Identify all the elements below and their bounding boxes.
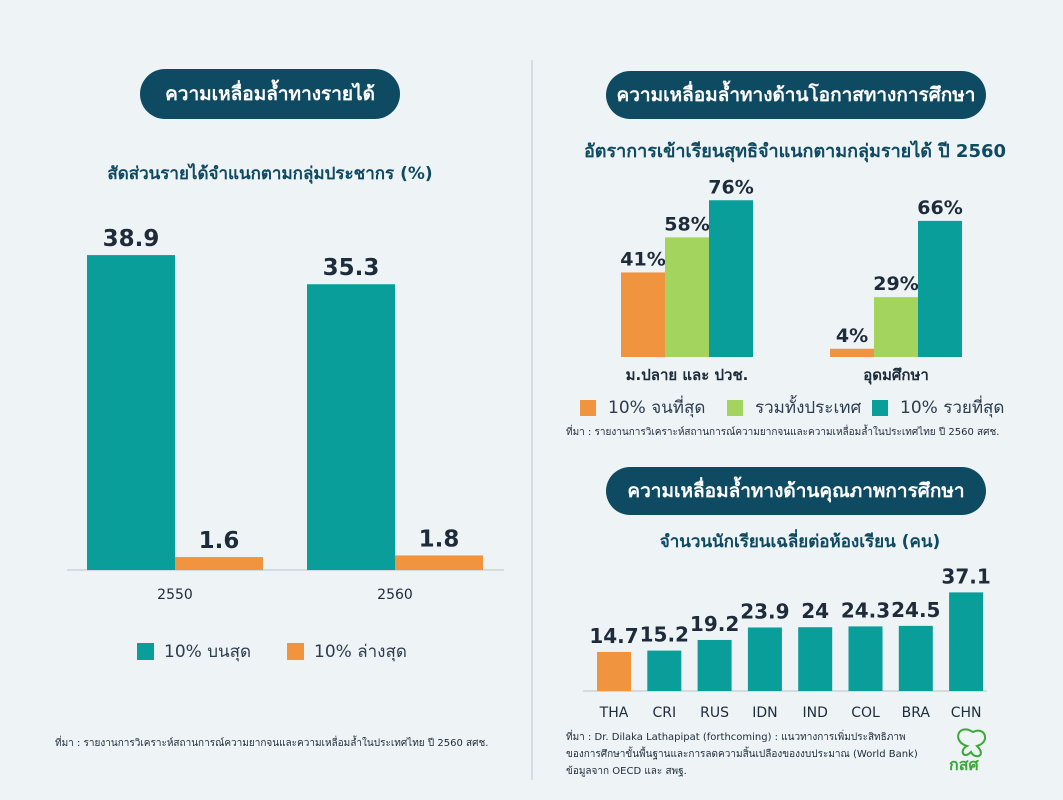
bar-COL — [848, 626, 883, 691]
bar-2560-s1 — [395, 555, 483, 570]
bar-1-s0 — [830, 348, 874, 357]
bar-label-1-s2: 66% — [917, 197, 962, 219]
legend-swatch-orange — [580, 399, 596, 416]
bar-THA — [597, 651, 631, 691]
x-tick-label-IND: IND — [803, 705, 828, 721]
bar-label-2560-s0: 35.3 — [323, 255, 380, 281]
legend-top-10: 10% บนสุด — [137, 638, 251, 665]
enrollment-chart: 41% 58% 76% ม.ปลาย และ ปวช. 4% 29% 66% อุดมศึกษ… — [620, 176, 962, 385]
class-size-source-note: ที่มา : Dr. Dilaka Lathapipat (forthcomi… — [566, 729, 918, 780]
bar-0-s0 — [621, 272, 665, 357]
x-tick-label-RUS: RUS — [700, 705, 729, 721]
bar-RUS — [697, 639, 732, 691]
income-source-note: ที่มา : รายงานการวิเคราะห์สถานการณ์ความย… — [55, 738, 489, 749]
bar-label-IND: 24 — [801, 599, 829, 623]
legend-richest-10: 10% รวยที่สุด — [872, 394, 1004, 421]
bar-IND — [798, 627, 833, 691]
bar-label-RUS: 19.2 — [690, 612, 739, 636]
legend-swatch-green — [727, 399, 743, 416]
x-tick-label-1: อุดมศึกษา — [863, 366, 929, 385]
bar-CHN — [949, 592, 984, 691]
legend-swatch-teal — [137, 643, 154, 660]
bar-label-IDN: 23.9 — [740, 599, 789, 623]
x-tick-label-THA: THA — [599, 705, 629, 721]
education-opportunity-heading: ความเหลื่อมล้ำทางด้านโอกาสทางการศึกษา — [606, 71, 986, 119]
bar-IDN — [747, 627, 782, 691]
bar-label-CRI: 15.2 — [640, 623, 689, 647]
legend-bottom-10: 10% ล่างสุด — [287, 638, 407, 665]
legend-poorest-10: 10% จนที่สุด — [580, 394, 705, 421]
bar-CRI — [647, 650, 682, 691]
bar-1-s1 — [874, 297, 918, 357]
x-tick-label-CHN: CHN — [951, 705, 982, 721]
bar-label-0-s1: 58% — [664, 213, 709, 235]
legend-label-richest-10: 10% รวยที่สุด — [900, 398, 1005, 418]
x-tick-label-2550: 2550 — [157, 587, 193, 603]
butterfly-logo-icon: กสศ — [949, 728, 987, 774]
x-tick-label-CRI: CRI — [652, 705, 676, 721]
bar-0-s2 — [709, 200, 753, 357]
class-size-chart: 14.7 THA 15.2 CRI 19.2 RUS 23.9 IDN 24 IND 24.3 COL… — [583, 564, 991, 721]
bar-label-1-s1: 29% — [873, 273, 918, 295]
bar-2560-s0 — [307, 284, 395, 570]
bar-2550-s1 — [175, 557, 263, 570]
education-quality-heading: ความเหลื่อมล้ำทางด้านคุณภาพการศึกษา — [606, 467, 986, 515]
legend-label-poorest-10: 10% จนที่สุด — [608, 398, 706, 418]
bar-label-COL: 24.3 — [841, 598, 890, 622]
legend-label-bottom-10: 10% ล่างสุด — [314, 642, 407, 662]
income-share-subtitle: สัดส่วนรายได้จำแนกตามกลุ่มประชากร (%) — [107, 164, 433, 184]
x-tick-label-0: ม.ปลาย และ ปวช. — [626, 366, 749, 384]
bar-label-2550-s1: 1.6 — [199, 528, 240, 554]
class-size-subtitle: จำนวนนักเรียนเฉลี่ยต่อห้องเรียน (คน) — [659, 532, 941, 552]
bar-label-CHN: 37.1 — [941, 564, 990, 588]
bar-BRA — [898, 625, 933, 691]
x-tick-label-COL: COL — [851, 705, 880, 721]
enrollment-source-note: ที่มา : รายงานการวิเคราะห์สถานการณ์ความย… — [566, 427, 1000, 438]
bar-label-2560-s1: 1.8 — [419, 526, 460, 552]
legend-national: รวมทั้งประเทศ — [727, 394, 861, 421]
legend-swatch-teal — [872, 399, 888, 416]
bar-2550-s0 — [87, 255, 175, 570]
bar-0-s1 — [665, 237, 709, 357]
bar-1-s2 — [918, 220, 962, 357]
source-line-2: ของการศึกษาขั้นพื้นฐานและการลดความสิ้นเป… — [566, 749, 918, 760]
enrollment-subtitle: อัตราการเข้าเรียนสุทธิจำแนกตามกลุ่มรายได… — [583, 141, 1007, 162]
x-tick-label-2560: 2560 — [377, 587, 413, 603]
income-share-chart: 38.9 1.6 2550 35.3 1.8 2560 — [67, 226, 504, 603]
bar-label-1-s0: 4% — [836, 325, 868, 347]
panel-divider — [531, 60, 533, 780]
logo-wordmark: กสศ — [949, 755, 979, 774]
source-line-3: ข้อมูลจาก OECD และ สพฐ. — [566, 766, 687, 777]
legend-swatch-orange — [287, 643, 304, 660]
x-tick-label-IDN: IDN — [752, 705, 777, 721]
legend-label-top-10: 10% บนสุด — [164, 642, 252, 662]
bar-label-0-s0: 41% — [620, 248, 665, 270]
x-tick-label-BRA: BRA — [902, 705, 931, 721]
bar-label-0-s2: 76% — [708, 176, 753, 198]
eef-logo: กสศ — [947, 726, 1047, 776]
bar-label-THA: 14.7 — [589, 624, 638, 648]
source-line-1: ที่มา : Dr. Dilaka Lathapipat (forthcomi… — [566, 732, 906, 743]
bar-label-2550-s0: 38.9 — [103, 226, 160, 252]
legend-label-national: รวมทั้งประเทศ — [755, 398, 862, 418]
income-inequality-heading: ความเหลื่อมล้ำทางรายได้ — [140, 69, 400, 119]
bar-label-BRA: 24.5 — [891, 598, 940, 622]
